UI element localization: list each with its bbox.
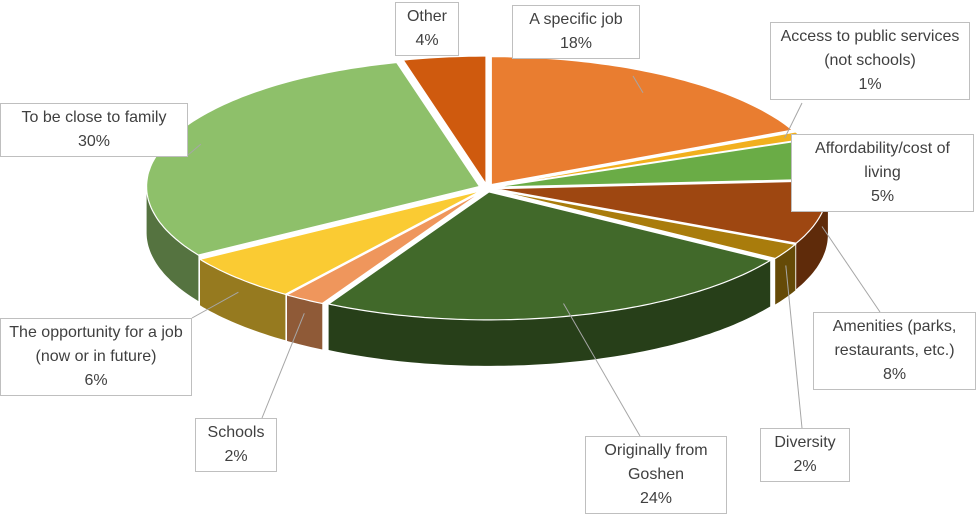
label-affordability: Affordability/cost of living 5% [791,134,974,212]
slice-diversity [493,189,797,260]
label-value: 2% [224,448,248,465]
leader-originally-from-goshen [563,303,641,437]
label-value: 8% [882,366,907,383]
label-close-to-family: To be close to family 30% [0,103,188,157]
label-schools: Schools 2% [195,418,277,472]
label-value: 6% [84,372,108,389]
side-amenities-parks-restaurants-etc [796,188,828,290]
side-diversity [775,244,796,305]
label-name: Access to public services (not schools) [780,28,960,69]
label-name: Affordability/cost of living [815,140,950,181]
label-value: 1% [858,76,882,93]
leader-schools [261,313,305,419]
slice-schools [285,190,484,305]
label-value: 18% [559,35,593,52]
label-name: Diversity [774,434,836,451]
side-the-opportunity-for-a-job-now-or-in-future [200,259,286,341]
label-value: 2% [793,458,817,475]
label-name: Other [406,8,447,25]
label-name: Schools [207,424,265,441]
label-value: 24% [639,490,673,507]
label-amenities: Amenities (parks, restaurants, etc.) 8% [813,312,976,390]
slice-other [402,55,487,186]
leader-amenities-parks-restaurants-etc [821,226,881,313]
label-name: A specific job [529,11,623,28]
side-to-be-close-to-family [146,186,199,302]
label-other: Other 4% [395,2,459,56]
label-value: 5% [870,188,895,205]
label-value: 30% [77,133,111,150]
pie-side-walls [146,186,828,366]
leader-the-opportunity-for-a-job-now-or-in-future [191,291,239,319]
label-name: To be close to family [21,109,167,126]
label-name: Originally from Goshen [604,442,708,483]
label-name: Amenities (parks, restaurants, etc.) [832,318,957,359]
leader-a-specific-job [632,75,644,94]
pie-top-faces [146,55,829,321]
label-originally-from-goshen: Originally from Goshen 24% [585,436,727,514]
slice-originally-from-goshen [327,191,772,321]
slice-the-opportunity-for-a-job-now-or-in-future [198,190,482,295]
label-a-specific-job: A specific job 18% [512,5,640,59]
leader-to-be-close-to-family [187,143,202,156]
label-access-public-services: Access to public services (not schools) … [770,22,970,100]
label-value: 4% [415,32,439,49]
side-originally-from-goshen [328,260,771,366]
label-name: The opportunity for a job (now or in fut… [9,324,183,365]
label-diversity: Diversity 2% [760,428,850,482]
leader-diversity [785,265,803,429]
side-schools [287,294,323,350]
label-opportunity-for-job: The opportunity for a job (now or in fut… [0,318,192,396]
leader-access-to-public-services-not-schools [784,102,803,139]
